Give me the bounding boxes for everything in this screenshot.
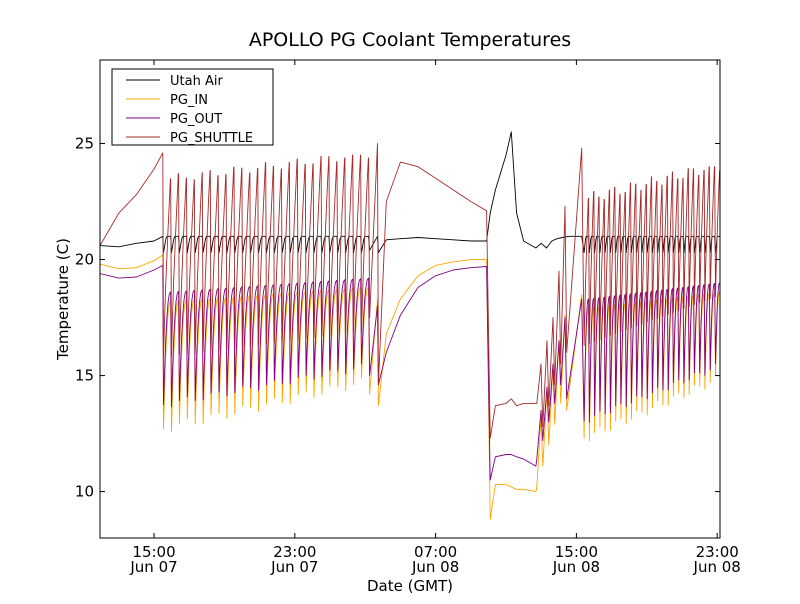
x-tick-label-time: 07:00 — [414, 543, 457, 561]
y-axis: 10 15 20 25 — [75, 135, 720, 501]
series-line-pg-shuttle — [100, 143, 720, 439]
series-line-pg-out — [100, 264, 720, 481]
y-tick-label: 15 — [75, 367, 94, 385]
plot-frame — [99, 59, 721, 539]
chart-title: APOLLO PG Coolant Temperatures — [249, 29, 571, 51]
legend: Utah Air PG_IN PG_OUT PG_SHUTTLE — [111, 68, 274, 146]
series-layer — [100, 131, 720, 520]
series-line-utah-air — [100, 131, 720, 254]
legend-label: PG_SHUTTLE — [170, 131, 253, 146]
x-tick-label-date: Jun 08 — [411, 558, 459, 576]
x-tick-label-date: Jun 07 — [129, 558, 177, 576]
x-tick-label-date: Jun 08 — [552, 558, 600, 576]
x-tick-label-date: Jun 08 — [693, 558, 741, 576]
x-tick-label-time: 23:00 — [696, 543, 739, 561]
y-tick-label: 20 — [75, 251, 94, 269]
y-tick-label: 10 — [75, 483, 94, 501]
x-tick-label-time: 15:00 — [555, 543, 598, 561]
legend-label: PG_OUT — [170, 112, 222, 127]
y-axis-label: Temperature (C) — [54, 238, 72, 361]
legend-label: PG_IN — [170, 93, 208, 108]
y-tick-label: 25 — [75, 135, 94, 153]
series-line-pg-in — [100, 254, 720, 520]
x-tick-label-time: 15:00 — [132, 543, 175, 561]
x-axis-label: Date (GMT) — [367, 577, 453, 595]
legend-frame — [111, 68, 274, 146]
x-tick-label-date: Jun 07 — [270, 558, 318, 576]
legend-label: Utah Air — [170, 74, 223, 89]
x-tick-label-time: 23:00 — [273, 543, 316, 561]
